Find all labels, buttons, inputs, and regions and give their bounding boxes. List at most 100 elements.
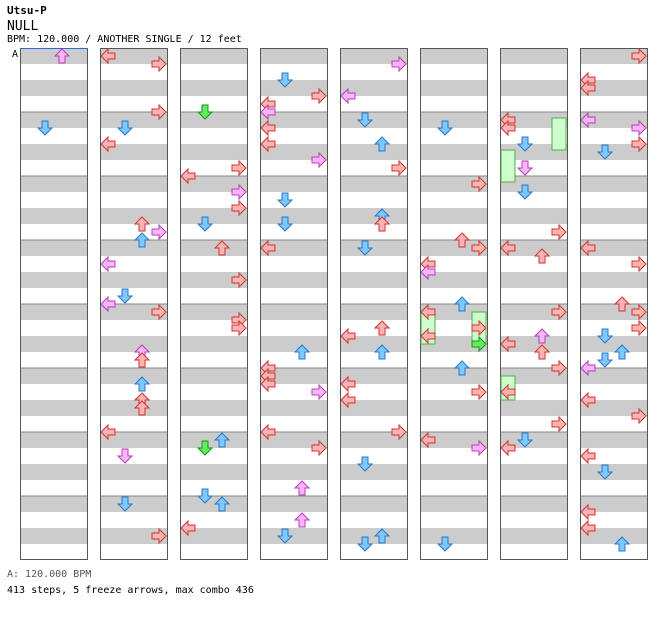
beat-stripe bbox=[420, 464, 488, 480]
beat-stripe bbox=[180, 464, 248, 480]
chart-column bbox=[420, 48, 488, 560]
bpm-legend: A: 120.000 BPM bbox=[7, 569, 92, 580]
beat-stripe bbox=[260, 144, 328, 160]
step-arrow bbox=[596, 328, 614, 344]
beat-stripe bbox=[420, 304, 488, 320]
beat-stripe bbox=[500, 208, 568, 224]
beat-stripe bbox=[20, 304, 88, 320]
beat-stripe bbox=[500, 528, 568, 544]
beat-stripe bbox=[340, 432, 408, 448]
beat-stripe bbox=[580, 400, 648, 416]
beat-stripe bbox=[500, 144, 568, 160]
beat-stripe bbox=[420, 144, 488, 160]
step-arrow bbox=[516, 184, 534, 200]
step-arrow bbox=[631, 319, 647, 337]
chart-column bbox=[580, 48, 648, 560]
step-arrow bbox=[213, 240, 231, 256]
beat-stripe bbox=[500, 336, 568, 352]
step-arrow bbox=[471, 335, 487, 353]
step-arrow bbox=[116, 448, 134, 464]
beat-stripe bbox=[340, 496, 408, 512]
step-arrow bbox=[100, 47, 116, 65]
step-arrow bbox=[356, 240, 374, 256]
beat-stripe bbox=[420, 80, 488, 96]
step-arrow bbox=[180, 167, 196, 185]
step-arrow bbox=[311, 87, 327, 105]
step-arrow bbox=[373, 344, 391, 360]
step-arrow bbox=[580, 503, 596, 521]
beat-stripe bbox=[180, 48, 248, 64]
beat-stripe bbox=[180, 336, 248, 352]
beat-stripe bbox=[580, 176, 648, 192]
beat-stripe bbox=[100, 240, 168, 256]
beat-stripe bbox=[20, 176, 88, 192]
beat-stripe bbox=[340, 304, 408, 320]
step-arrow bbox=[151, 527, 167, 545]
beat-stripe bbox=[260, 400, 328, 416]
step-arrow bbox=[420, 263, 436, 281]
beat-stripe bbox=[20, 272, 88, 288]
beat-stripe bbox=[100, 432, 168, 448]
column-border bbox=[420, 48, 488, 560]
step-arrow bbox=[373, 136, 391, 152]
beat-stripe bbox=[100, 80, 168, 96]
step-arrow bbox=[276, 192, 294, 208]
beat-stripe bbox=[180, 400, 248, 416]
step-arrow bbox=[631, 135, 647, 153]
beat-stripe bbox=[500, 464, 568, 480]
step-arrow bbox=[580, 359, 596, 377]
step-arrow bbox=[580, 519, 596, 537]
step-arrow bbox=[340, 87, 356, 105]
step-arrow bbox=[551, 359, 567, 377]
chart-column bbox=[500, 48, 568, 560]
step-arrow bbox=[311, 439, 327, 457]
beat-stripe bbox=[180, 496, 248, 512]
beat-stripe bbox=[260, 208, 328, 224]
step-arrow bbox=[613, 536, 631, 552]
beat-stripe bbox=[500, 176, 568, 192]
beat-stripe bbox=[260, 112, 328, 128]
step-arrow bbox=[500, 383, 516, 401]
step-arrow bbox=[231, 199, 247, 217]
step-arrow bbox=[260, 375, 276, 393]
step-arrow bbox=[260, 423, 276, 441]
beat-stripe bbox=[100, 272, 168, 288]
beat-stripe bbox=[180, 80, 248, 96]
step-arrow bbox=[231, 271, 247, 289]
column-border bbox=[340, 48, 408, 560]
beat-stripe bbox=[180, 528, 248, 544]
beat-stripe bbox=[420, 208, 488, 224]
step-arrow bbox=[580, 239, 596, 257]
beat-stripe bbox=[20, 432, 88, 448]
beat-stripe bbox=[500, 304, 568, 320]
beat-stripe bbox=[180, 368, 248, 384]
step-arrow bbox=[631, 303, 647, 321]
beat-stripe bbox=[260, 176, 328, 192]
beat-stripe bbox=[20, 528, 88, 544]
beat-stripe bbox=[580, 48, 648, 64]
step-arrow bbox=[293, 512, 311, 528]
beat-stripe bbox=[180, 208, 248, 224]
step-arrow bbox=[453, 360, 471, 376]
step-arrow bbox=[436, 120, 454, 136]
step-arrow bbox=[133, 352, 151, 368]
beat-stripe bbox=[20, 144, 88, 160]
beat-stripe bbox=[580, 368, 648, 384]
step-arrow bbox=[471, 175, 487, 193]
beat-stripe bbox=[100, 464, 168, 480]
step-arrow bbox=[196, 216, 214, 232]
beat-stripe bbox=[580, 432, 648, 448]
step-arrow bbox=[260, 239, 276, 257]
step-arrow bbox=[551, 415, 567, 433]
beat-stripe bbox=[340, 144, 408, 160]
beat-stripe bbox=[100, 304, 168, 320]
beat-stripe bbox=[340, 400, 408, 416]
step-arrow bbox=[151, 223, 167, 241]
beat-stripe bbox=[500, 80, 568, 96]
step-arrow bbox=[391, 423, 407, 441]
beat-stripe bbox=[580, 496, 648, 512]
beat-stripe bbox=[580, 80, 648, 96]
beat-stripe bbox=[20, 496, 88, 512]
step-arrow bbox=[533, 248, 551, 264]
beat-stripe bbox=[340, 528, 408, 544]
